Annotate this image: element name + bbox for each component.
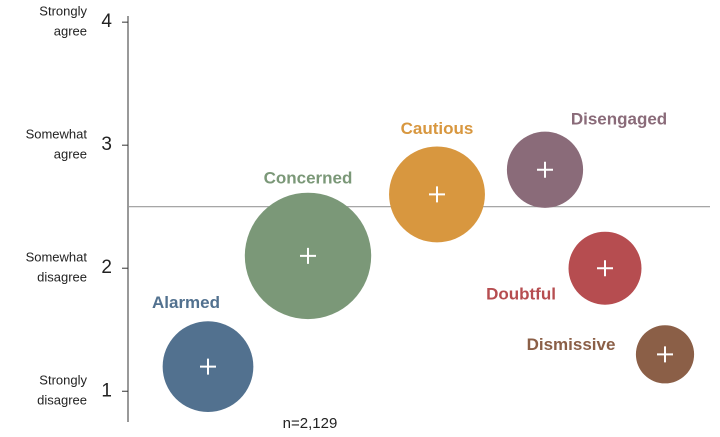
bubble-label: Disengaged — [571, 109, 667, 128]
plus-marker — [537, 161, 553, 178]
y-tick-label: 4 — [101, 11, 112, 32]
y-tick-label: 1 — [101, 380, 112, 401]
y-tick-description: disagree — [37, 270, 87, 285]
plus-marker — [300, 247, 316, 264]
sample-note: n=2,129 — [283, 415, 338, 432]
bubble-label: Alarmed — [152, 293, 220, 312]
plus-marker — [657, 346, 673, 363]
bubble-label: Dismissive — [527, 335, 616, 354]
y-tick-label: 2 — [101, 257, 112, 278]
y-tick-description: Strongly — [39, 373, 87, 388]
plus-marker — [200, 358, 216, 375]
y-tick-description: disagree — [37, 393, 87, 408]
bubble-label: Concerned — [264, 168, 353, 187]
y-tick-description: agree — [54, 147, 87, 162]
y-tick-description: Somewhat — [26, 127, 88, 142]
bubble-label: Doubtful — [486, 285, 556, 304]
plus-marker — [429, 186, 445, 203]
bubble-label: Cautious — [401, 119, 474, 138]
y-tick-description: Strongly — [39, 4, 87, 19]
plus-marker — [597, 260, 613, 277]
y-tick-description: Somewhat — [26, 250, 88, 265]
y-tick-label: 3 — [101, 134, 112, 155]
y-tick-description: agree — [54, 24, 87, 39]
